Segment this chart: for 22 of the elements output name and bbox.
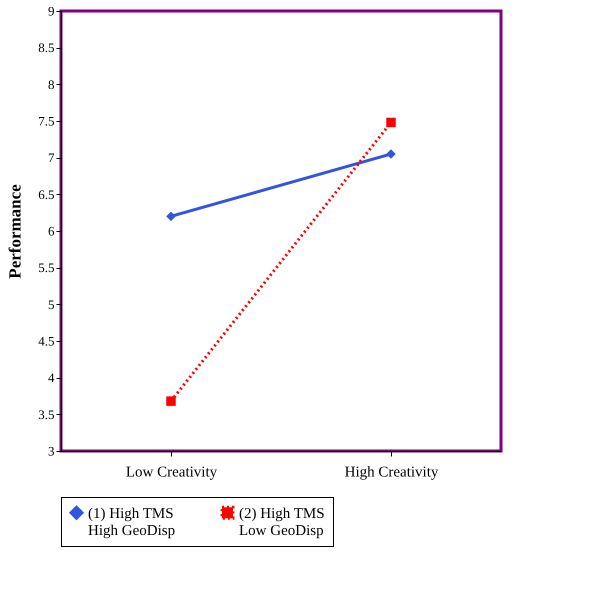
point: [166, 396, 176, 406]
legend-label: (2) High TMS Low GeoDisp: [239, 506, 325, 539]
legend-label: (1) High TMS High GeoDisp: [88, 506, 176, 539]
y-tick-label: 7: [48, 150, 55, 166]
y-tick-label: 7.5: [38, 114, 54, 128]
y-tick-label: 4: [48, 370, 55, 386]
y-tick-label: 6: [48, 224, 55, 238]
y-tick-label: 3.5: [38, 406, 54, 422]
y-tick-label: 9: [48, 4, 54, 18]
y-tick-label: 8: [48, 76, 54, 92]
y-tick-label: 4.5: [38, 334, 54, 348]
y-tick-label: 6.5: [38, 186, 54, 202]
point: [166, 212, 176, 222]
x-tick-label: High Creativity: [344, 464, 439, 480]
y-axis-title: Performance: [5, 184, 24, 279]
y-tick-label: 3: [48, 444, 54, 458]
point: [386, 118, 396, 128]
y-tick-label: 5: [48, 296, 54, 312]
y-tick-label: 5.5: [38, 260, 54, 276]
x-tick-label: Low Creativity: [126, 464, 218, 480]
point: [386, 149, 396, 159]
y-tick-label: 8.5: [38, 40, 54, 56]
